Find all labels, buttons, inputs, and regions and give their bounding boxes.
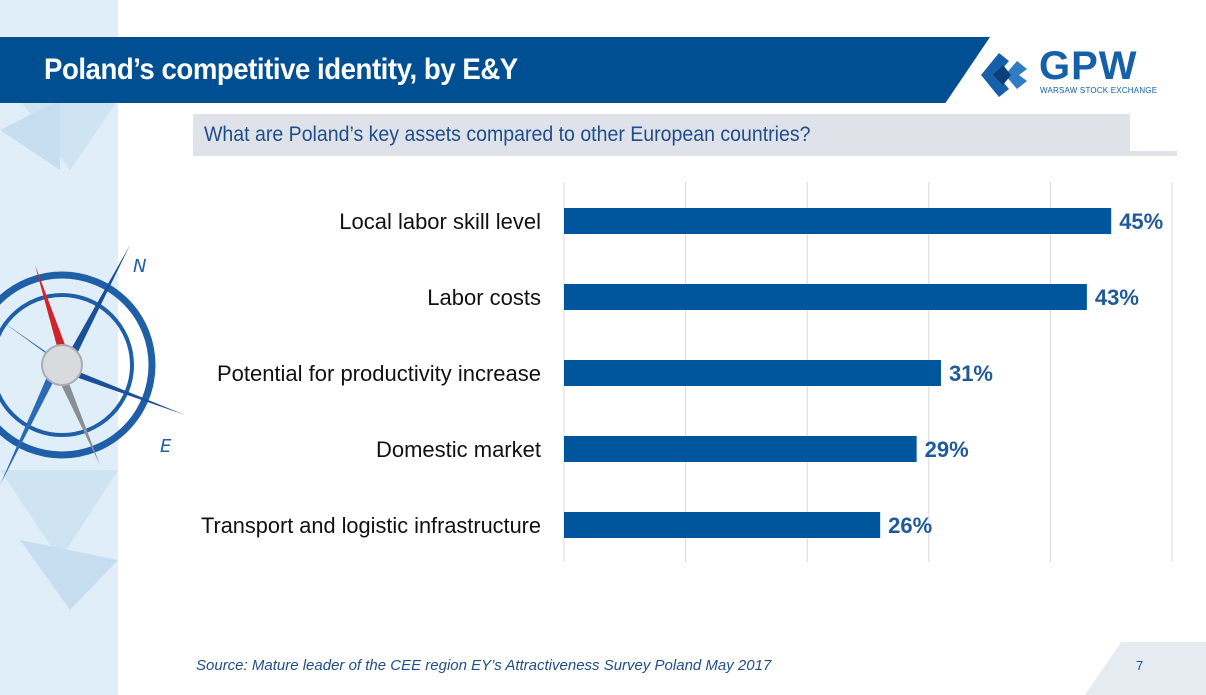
source-note: Source: Mature leader of the CEE region … [196, 657, 772, 674]
bar [564, 360, 941, 386]
chart-question: What are Poland’s key assets compared to… [204, 123, 811, 146]
background-triangles [0, 100, 118, 610]
side-decoration-panel [0, 0, 118, 695]
logo-tagline: WARSAW STOCK EXCHANGE [1040, 86, 1158, 95]
value-label: 43% [1095, 285, 1139, 310]
gpw-logo-icon [981, 53, 1027, 97]
compass-label-east: E [160, 436, 172, 457]
bar [564, 436, 917, 462]
compass-rose-icon: N E [0, 245, 185, 485]
bar [564, 512, 881, 538]
category-label: Transport and logistic infrastructure [201, 513, 541, 538]
bar [564, 284, 1087, 310]
value-label: 29% [925, 437, 969, 462]
category-label: Local labor skill level [339, 209, 541, 234]
page-number: 7 [1136, 658, 1144, 673]
question-banner-accent [1130, 151, 1177, 156]
title-bar [0, 37, 990, 103]
bar [564, 208, 1112, 234]
category-label: Labor costs [427, 285, 541, 310]
compass-label-north: N [133, 256, 146, 277]
question-banner [193, 114, 1130, 156]
category-label: Domestic market [376, 437, 541, 462]
category-label: Potential for productivity increase [217, 361, 541, 386]
value-label: 45% [1119, 209, 1163, 234]
value-label: 31% [949, 361, 993, 386]
value-label: 26% [888, 513, 932, 538]
logo-wordmark: GPW [1039, 44, 1138, 88]
page-title: Poland’s competitive identity, by E&Y [44, 53, 518, 86]
